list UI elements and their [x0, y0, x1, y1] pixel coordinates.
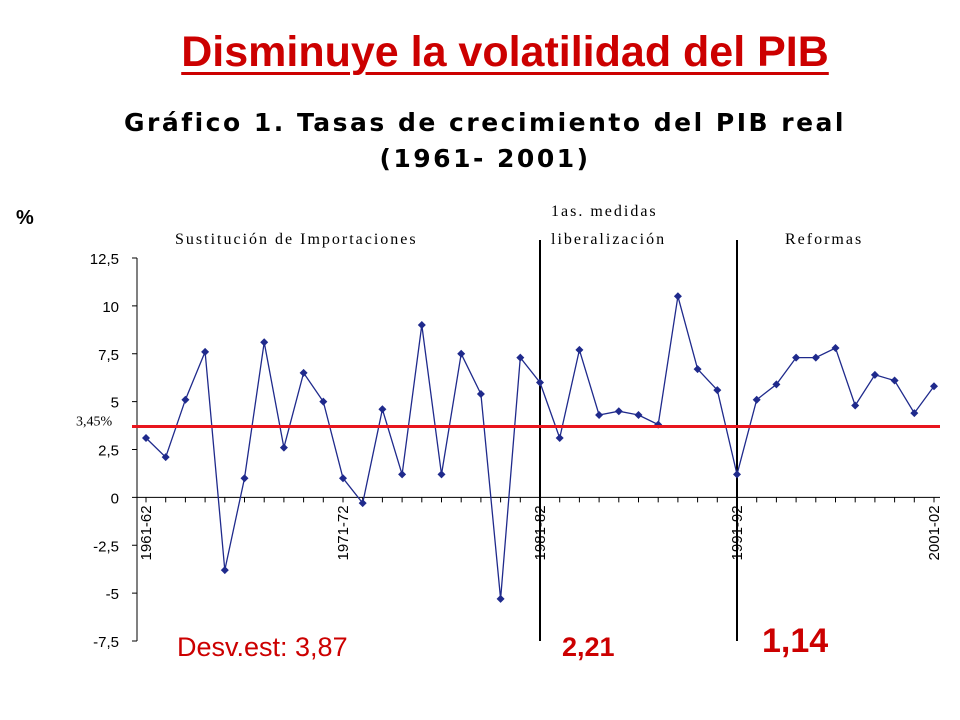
std-dev-period-3: 1,14: [762, 622, 829, 660]
y-axis: 12,5 10 7,5 5 2,5 0 -2,5 -5 -7,5: [90, 251, 137, 651]
data-point: [555, 434, 564, 443]
std-dev-period-1: Desv.est: 3,87: [177, 632, 348, 662]
std-dev-period-2: 2,21: [562, 632, 615, 662]
data-point: [358, 499, 367, 508]
data-point: [851, 401, 860, 410]
data-point: [476, 389, 485, 398]
data-point: [142, 434, 150, 443]
reference-layer: 3,45%: [76, 415, 940, 430]
data-point: [870, 370, 879, 379]
data-point: [496, 594, 505, 603]
y-tick-label: 7,5: [98, 347, 119, 364]
data-point: [811, 353, 820, 362]
data-point: [299, 368, 308, 377]
data-point: [634, 411, 643, 420]
data-point: [733, 470, 741, 479]
data-point: [240, 474, 249, 483]
slide-title: Disminuye la volatilidad del PIB: [181, 28, 829, 76]
y-axis-label: %: [16, 207, 34, 229]
chart-title: Gráfico 1. Tasas de crecimiento del PIB …: [100, 105, 870, 177]
data-point: [516, 353, 525, 362]
data-point: [417, 321, 426, 330]
y-tick-label: -5: [106, 586, 119, 603]
data-point: [713, 386, 722, 395]
series-layer: [142, 292, 938, 603]
data-point: [378, 405, 387, 414]
y-tick-label: 10: [102, 299, 119, 316]
data-point: [890, 376, 899, 385]
x-tick-label: 2001-02: [926, 505, 943, 560]
data-point: [575, 345, 584, 354]
period-label-medidas: 1as. medidas: [551, 203, 658, 220]
data-point: [437, 470, 446, 479]
period-label-sustitucion: Sustitución de Importaciones: [175, 231, 418, 248]
data-point: [398, 470, 407, 479]
data-point: [930, 382, 938, 391]
data-point: [201, 347, 210, 356]
chart-title-line-2: (1961- 2001): [379, 144, 591, 173]
data-point: [614, 407, 623, 416]
y-tick-label: 12,5: [90, 251, 119, 268]
data-point: [752, 395, 761, 404]
data-point: [181, 395, 190, 404]
period-label-reformas: Reformas: [785, 231, 863, 248]
data-point: [910, 409, 919, 418]
data-point: [260, 338, 269, 347]
data-point: [279, 443, 288, 452]
data-point: [319, 397, 328, 406]
y-tick-label: 5: [111, 395, 119, 412]
x-tick-label: 1961-62: [138, 505, 155, 560]
y-tick-label: 2,5: [98, 443, 119, 460]
data-point: [772, 380, 781, 389]
data-point: [457, 349, 466, 358]
period-dividers: [539, 240, 738, 641]
chart-title-line-1: Gráfico 1. Tasas de crecimiento del PIB …: [124, 108, 846, 137]
data-point: [220, 566, 229, 575]
data-point: [831, 344, 840, 353]
period-label-liberalizacion: liberalización: [551, 231, 666, 248]
data-point: [792, 353, 801, 362]
data-point: [673, 292, 682, 301]
data-point: [536, 378, 544, 387]
y-tick-label: 0: [111, 490, 119, 507]
x-tick-label: 1971-72: [335, 505, 352, 560]
data-point: [595, 411, 604, 420]
data-point: [693, 365, 702, 374]
y-tick-label: -2,5: [93, 538, 119, 555]
data-point: [339, 474, 347, 483]
y-tick-label: -7,5: [93, 634, 119, 651]
data-point: [161, 453, 170, 462]
mean-reference-label: 3,45%: [76, 415, 113, 430]
